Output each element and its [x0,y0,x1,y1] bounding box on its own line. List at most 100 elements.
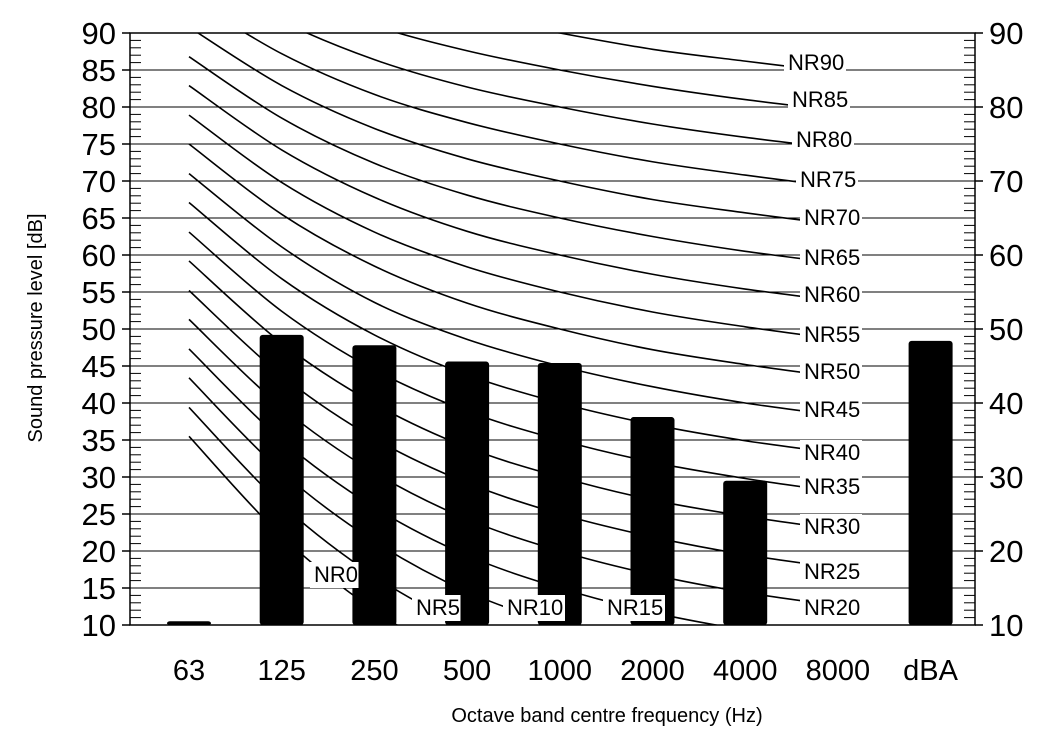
left-tick-label: 55 [82,275,116,310]
right-tick-label: 80 [989,90,1023,125]
left-tick-label: 10 [82,608,116,643]
left-tick-label: 40 [82,386,116,421]
nr-label-bg [800,282,862,308]
left-tick-label: 85 [82,53,116,88]
left-tick-label: 75 [82,127,116,162]
right-tick-label: 90 [989,16,1023,51]
minor-tick-layer [122,32,983,626]
nr-label-bg [800,514,862,540]
bar-4000 [723,480,768,625]
category-label-125: 125 [258,655,306,687]
bar-125 [259,334,304,625]
nr-curve-nr45 [188,172,839,417]
category-label-500: 500 [443,655,491,687]
nr-label-bg [800,205,862,231]
left-tick-label: 65 [82,201,116,236]
nr-label-bg [792,127,854,153]
left-tick-label: 80 [82,90,116,125]
bar-250 [352,345,397,625]
nr-curve-nr60 [188,84,839,302]
nr-label-nr80: NR80 [796,127,852,152]
nr-label-bg [800,595,862,621]
plot-border [129,32,976,626]
left-tick-label: 20 [82,534,116,569]
right-tick-label: 40 [989,386,1023,421]
nr-label-bg [800,245,862,271]
nr-label-bg [800,359,862,385]
nr-curve-nr35 [188,231,839,493]
right-tick-label: 30 [989,460,1023,495]
nr-curve-nr80 [305,33,838,150]
category-label-8000: 8000 [806,655,871,687]
nr-curve-nr75 [243,33,839,188]
nr-label-nr60: NR60 [804,282,860,307]
nr-label-bg [784,50,846,76]
nr-curve-nr50 [188,143,839,378]
nr-curve-nr90 [555,33,838,74]
left-tick-label: 30 [82,460,116,495]
category-label-63: 63 [173,655,205,687]
nr-label-nr40: NR40 [804,440,860,465]
nr-label-nr90: NR90 [788,50,844,75]
nr-label-bg [412,595,461,621]
nr-label-bg [800,559,862,585]
nr-label-bg [800,474,862,500]
nr-label-layer: NR0 NR5 NR10 NR15 NR20 NR25 NR30 NR35 NR40 NR45 NR… [310,50,862,621]
nr-label-nr65: NR65 [804,245,860,270]
nr-label-nr30: NR30 [804,514,860,539]
right-tick-label: 70 [989,164,1023,199]
nr-label-nr10: NR10 [507,595,563,620]
nr-label-nr25: NR25 [804,559,860,584]
x-axis-title: Octave band centre frequency (Hz) [451,705,762,727]
left-tick-label: 70 [82,164,116,199]
nr-curve-nr40 [188,201,839,455]
category-label-1000: 1000 [528,655,593,687]
category-label-2000: 2000 [620,655,685,687]
category-label-4000: 4000 [713,655,778,687]
nr-label-nr50: NR50 [804,359,860,384]
plot-frame [129,32,976,626]
category-labels: 63 125 250 500 1000 2000 4000 8000 dBA [173,655,959,687]
bar-layer [167,334,953,625]
nr-curve-nr65 [188,56,839,264]
nr-label-nr15: NR15 [607,595,663,620]
category-label-dBA: dBA [903,655,958,687]
nr-label-bg [310,562,359,588]
nr-label-bg [796,167,858,193]
nr-curve-nr85 [395,33,838,112]
left-tick-label: 35 [82,423,116,458]
nr-label-nr75: NR75 [800,167,856,192]
right-tick-label: 10 [989,608,1023,643]
right-tick-label: 20 [989,534,1023,569]
nr-label-nr5: NR5 [416,595,460,620]
nr-label-nr55: NR55 [804,322,860,347]
nr-label-bg [800,322,862,348]
left-tick-label: 50 [82,312,116,347]
nr-label-nr20: NR20 [804,595,860,620]
y-axis-title: Sound pressure level [dB] [25,213,47,442]
bar-1000 [537,363,582,625]
right-tick-labels: 90 80 70 60 50 40 30 20 10 [989,16,1023,643]
left-tick-label: 60 [82,238,116,273]
nr-label-nr35: NR35 [804,474,860,499]
category-label-250: 250 [350,655,398,687]
right-tick-label: 50 [989,312,1023,347]
nr-label-bg [800,397,862,423]
nr-label-nr0: NR0 [314,562,358,587]
right-tick-label: 60 [989,238,1023,273]
nr-label-nr45: NR45 [804,397,860,422]
left-tick-label: 90 [82,16,116,51]
bar-500 [445,361,490,625]
nr-curve-nr70 [196,33,839,226]
nr-label-bg [800,440,862,466]
bar-63 [167,621,211,625]
nr-label-nr85: NR85 [792,87,848,112]
nr-label-bg [503,595,565,621]
left-tick-label: 15 [82,571,116,606]
nr-label-nr70: NR70 [804,205,860,230]
nr-label-bg [603,595,665,621]
nr-curve-nr55 [188,114,839,341]
